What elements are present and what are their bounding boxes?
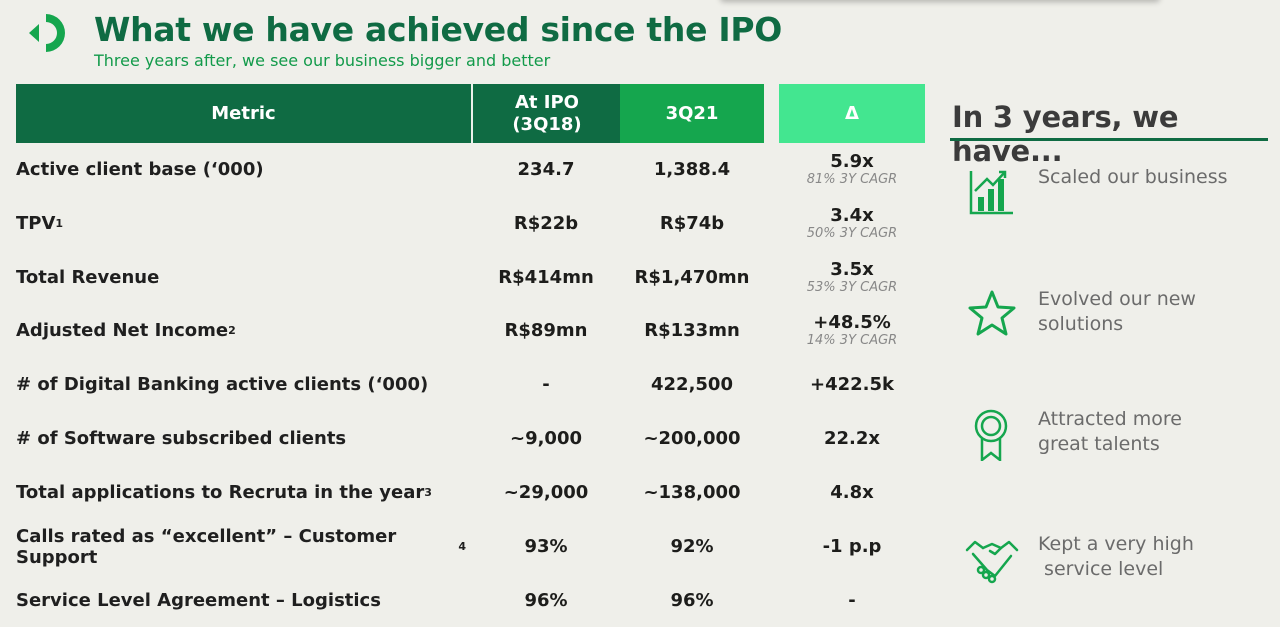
achievement-item: Scaled our business xyxy=(965,165,1265,225)
delta-main: +48.5% xyxy=(813,311,891,333)
star-icon xyxy=(968,290,1016,336)
current-value: 422,500 xyxy=(651,374,733,395)
ipo-value: 234.7 xyxy=(517,159,575,180)
footnote-marker: 3 xyxy=(424,486,432,499)
award-ribbon-icon xyxy=(974,409,1008,461)
table-row: Total Revenue R$414mn R$1,470mn 3.5x 53%… xyxy=(0,251,940,304)
metric-label: Active client base (‘000) xyxy=(16,159,264,180)
current-value: 1,388.4 xyxy=(653,159,731,180)
current-value: ~138,000 xyxy=(643,482,741,503)
growth-chart-icon xyxy=(969,170,1013,215)
achievement-text: Attracted more great talents xyxy=(1038,408,1182,455)
metric-label: Service Level Agreement – Logistics xyxy=(16,590,381,611)
table-row: # of Digital Banking active clients (‘00… xyxy=(0,358,940,411)
side-panel-divider xyxy=(950,138,1268,141)
delta-cagr: 53% 3Y CAGR xyxy=(806,279,898,295)
table-row: Total applications to Recruta in the yea… xyxy=(0,466,940,519)
delta-cagr: 50% 3Y CAGR xyxy=(806,225,898,241)
achievement-text: Kept a very high service level xyxy=(1038,533,1194,580)
delta-value: 4.8x xyxy=(779,466,925,519)
metric-label: # of Digital Banking active clients (‘00… xyxy=(16,374,429,395)
achievement-text: Evolved our new solutions xyxy=(1038,288,1196,335)
delta-value: 3.4x 50% 3Y CAGR xyxy=(779,197,925,250)
header-ipo-line1: At IPO xyxy=(514,91,579,113)
current-value: R$74b xyxy=(659,213,725,234)
delta-main: 22.2x xyxy=(823,427,881,449)
header-ipo-line2: (3Q18) xyxy=(512,113,582,135)
footnote-marker: 1 xyxy=(55,217,64,230)
column-header-3q21: 3Q21 xyxy=(620,84,764,143)
current-value: R$133mn xyxy=(644,320,740,341)
delta-value: -1 p.p xyxy=(779,520,925,573)
ipo-value: ~29,000 xyxy=(503,482,589,503)
metric-label: TPV 1 xyxy=(16,213,64,234)
column-header-metric: Metric xyxy=(16,84,471,143)
achievement-item: Evolved our new solutions xyxy=(965,287,1265,347)
delta-main: 5.9x xyxy=(830,150,874,172)
delta-cagr: 81% 3Y CAGR xyxy=(806,171,898,187)
metric-label: Adjusted Net Income 2 xyxy=(16,320,236,341)
delta-value: +48.5% 14% 3Y CAGR xyxy=(779,304,925,357)
ipo-value: R$414mn xyxy=(498,267,594,288)
delta-main: -1 p.p xyxy=(822,535,882,557)
ipo-value: - xyxy=(542,374,550,395)
handshake-icon xyxy=(965,540,1019,584)
table-row: Calls rated as “excellent” – Customer Su… xyxy=(0,520,940,573)
delta-main: 4.8x xyxy=(830,481,874,503)
table-row: Service Level Agreement – Logistics 96% … xyxy=(0,574,940,627)
achievement-text: Scaled our business xyxy=(1038,166,1228,188)
page-title: What we have achieved since the IPO xyxy=(94,10,782,49)
ipo-value: R$89mn xyxy=(504,320,588,341)
ipo-value: 93% xyxy=(524,536,568,557)
side-panel-title: In 3 years, we have... xyxy=(952,100,1179,168)
ipo-value: R$22b xyxy=(513,213,579,234)
footnote-marker: 2 xyxy=(228,324,236,337)
achievement-item: Attracted more great talents xyxy=(965,407,1265,467)
metric-label: Total Revenue xyxy=(16,267,160,288)
delta-value: +422.5k xyxy=(779,358,925,411)
company-logo xyxy=(29,14,65,52)
current-value: ~200,000 xyxy=(643,428,741,449)
delta-value: 3.5x 53% 3Y CAGR xyxy=(779,251,925,304)
column-header-delta: Δ xyxy=(779,84,925,143)
current-value: 96% xyxy=(670,590,714,611)
ipo-value: ~9,000 xyxy=(509,428,583,449)
delta-value: - xyxy=(779,574,925,627)
column-header-at-ipo: At IPO (3Q18) xyxy=(472,84,621,143)
delta-main: 3.4x xyxy=(830,204,874,226)
table-row: # of Software subscribed clients ~9,000 … xyxy=(0,412,940,465)
delta-value: 22.2x xyxy=(779,412,925,465)
achievement-item: Kept a very high service level xyxy=(965,532,1265,592)
delta-main: 3.5x xyxy=(830,258,874,280)
delta-cagr: 14% 3Y CAGR xyxy=(806,332,898,348)
metric-label: Calls rated as “excellent” – Customer Su… xyxy=(16,525,466,568)
table-row: TPV 1 R$22b R$74b 3.4x 50% 3Y CAGR xyxy=(0,197,940,250)
table-row: Active client base (‘000) 234.7 1,388.4 … xyxy=(0,143,940,196)
table-row: Adjusted Net Income 2 R$89mn R$133mn +48.… xyxy=(0,304,940,357)
delta-value: 5.9x 81% 3Y CAGR xyxy=(779,143,925,196)
ipo-value: 96% xyxy=(524,590,568,611)
current-value: R$1,470mn xyxy=(634,267,750,288)
page-subtitle: Three years after, we see our business b… xyxy=(94,51,551,70)
metric-label: Total applications to Recruta in the yea… xyxy=(16,482,432,503)
current-value: 92% xyxy=(670,536,714,557)
metric-label: # of Software subscribed clients xyxy=(16,428,347,449)
delta-main: - xyxy=(848,589,856,611)
delta-main: +422.5k xyxy=(810,373,894,395)
footnote-marker: 4 xyxy=(458,540,466,553)
